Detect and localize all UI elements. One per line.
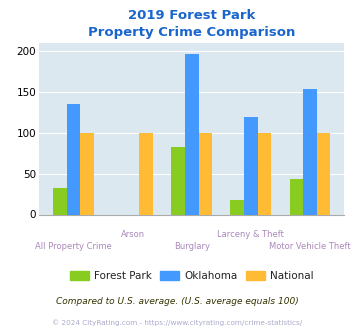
Bar [230, 200, 244, 215]
Bar [198, 133, 212, 214]
Text: Larceny & Theft: Larceny & Theft [218, 230, 284, 239]
Bar [303, 89, 317, 214]
Bar [185, 53, 198, 214]
Title: 2019 Forest Park
Property Crime Comparison: 2019 Forest Park Property Crime Comparis… [88, 9, 295, 39]
Bar [258, 133, 271, 214]
Bar [139, 133, 153, 214]
Text: Arson: Arson [120, 230, 144, 239]
Text: Burglary: Burglary [174, 242, 210, 251]
Bar [290, 179, 303, 214]
Bar [53, 187, 66, 214]
Text: Motor Vehicle Theft: Motor Vehicle Theft [269, 242, 351, 251]
Bar [317, 133, 331, 214]
Bar [171, 148, 185, 214]
Bar [66, 104, 80, 214]
Legend: Forest Park, Oklahoma, National: Forest Park, Oklahoma, National [67, 268, 316, 284]
Text: All Property Crime: All Property Crime [35, 242, 112, 251]
Text: © 2024 CityRating.com - https://www.cityrating.com/crime-statistics/: © 2024 CityRating.com - https://www.city… [53, 319, 302, 326]
Text: Compared to U.S. average. (U.S. average equals 100): Compared to U.S. average. (U.S. average … [56, 297, 299, 307]
Bar [80, 133, 94, 214]
Bar [244, 117, 258, 214]
